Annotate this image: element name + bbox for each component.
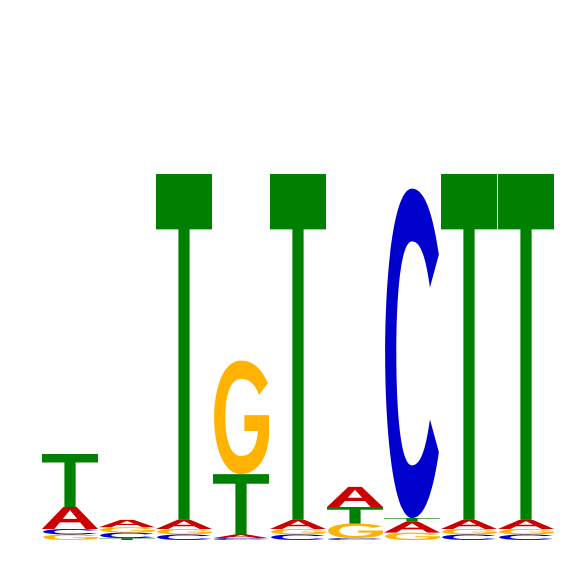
letter-g-pos-1 [43,534,98,540]
logo-column-4 [213,360,269,540]
letter-a-pos-2 [99,519,155,528]
letter-g-pos-4 [214,360,269,475]
logo-column-7 [384,188,440,540]
logo-column-8 [441,174,497,540]
letter-c-pos-4 [214,538,268,540]
letter-t-pos-3 [156,174,212,520]
letter-c-pos-1 [43,529,97,535]
letter-a-pos-8 [441,519,497,530]
letter-a-pos-6 [327,486,383,508]
logo-column-9 [498,174,554,540]
letter-g-pos-8 [442,529,497,535]
letter-g-pos-3 [157,529,212,535]
letter-g-pos-6 [328,523,383,539]
letter-t-pos-5 [270,174,326,520]
logo-column-5 [270,174,326,540]
letter-c-pos-3 [157,534,211,540]
letter-a-pos-4 [213,534,269,539]
letter-g-pos-2 [100,527,155,533]
letter-c-pos-9 [499,534,553,540]
logo-column-3 [156,174,212,540]
letter-g-pos-9 [499,529,554,535]
letter-t-pos-4 [213,474,269,535]
letter-t-pos-7 [384,518,440,522]
logo-column-6 [327,486,383,540]
logo-column-1 [42,453,98,540]
letter-c-pos-7 [385,188,439,519]
letter-g-pos-5 [271,529,326,535]
letter-c-pos-2 [100,532,154,539]
letter-t-pos-2 [99,538,155,540]
letter-a-pos-5 [270,519,326,530]
letter-t-pos-6 [327,507,383,524]
logo-letters [42,174,554,540]
letter-c-pos-8 [442,534,496,540]
letter-a-pos-7 [384,521,440,533]
letter-g-pos-7 [385,532,440,540]
letter-a-pos-9 [498,519,554,530]
letter-a-pos-3 [156,519,212,530]
letter-c-pos-5 [271,534,325,540]
letter-t-pos-8 [441,174,497,520]
logo-column-2 [99,519,155,540]
letter-c-pos-6 [328,538,382,540]
letter-t-pos-9 [498,174,554,520]
letter-a-pos-1 [42,507,98,530]
letter-t-pos-1 [42,453,98,508]
